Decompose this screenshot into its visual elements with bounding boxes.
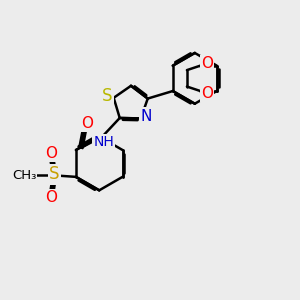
Text: CH₃: CH₃ [12,169,36,182]
Text: O: O [81,116,93,131]
Text: O: O [201,56,213,71]
Text: O: O [45,146,57,161]
Text: S: S [49,165,60,183]
Text: O: O [45,190,57,205]
Text: S: S [102,87,112,105]
Text: NH: NH [94,135,114,149]
Text: N: N [140,109,152,124]
Text: O: O [201,86,213,101]
